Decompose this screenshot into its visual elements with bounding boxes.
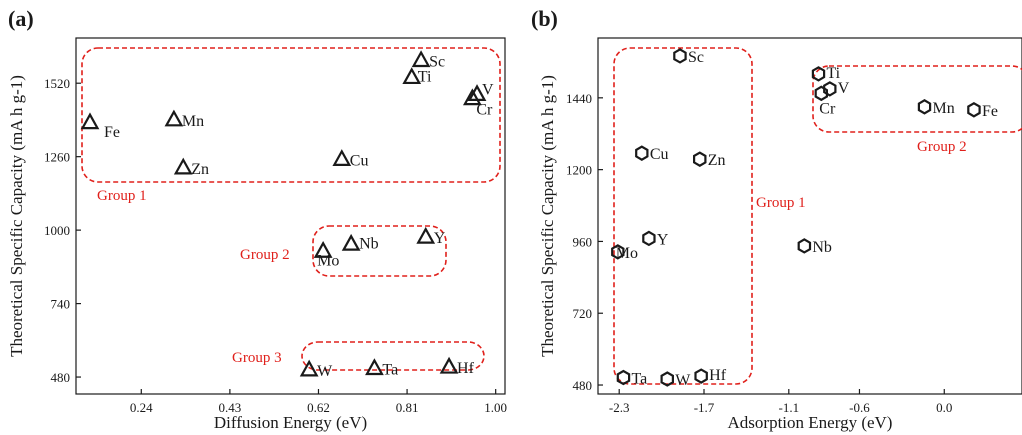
x-tick-label: 0.0	[936, 400, 952, 415]
y-tick-label: 1520	[44, 76, 70, 91]
data-label-ta: Ta	[631, 371, 647, 388]
data-point-mn	[164, 109, 184, 127]
data-point-fe	[80, 112, 100, 130]
data-label-mo: Mo	[317, 252, 339, 269]
group-label-1: Group 1	[97, 188, 147, 204]
chart-panel-a: (a) 0.24 0.43 0.62 0.81 1.00 480 740 1000 1260 152…	[7, 6, 507, 432]
data-point-ti	[402, 67, 422, 85]
group-box-1	[613, 47, 753, 385]
group-label-3: Group 3	[232, 350, 282, 366]
data-point-hf	[439, 356, 459, 374]
data-point-y	[642, 230, 656, 247]
data-point-hf	[694, 368, 708, 384]
data-point-mo	[313, 240, 333, 258]
y-tick-label: 1200	[566, 163, 592, 178]
y-tick-label: 480	[51, 370, 71, 385]
data-point-nb	[797, 238, 812, 254]
data-point-ta	[616, 369, 631, 386]
group-box-1	[81, 47, 501, 183]
plot-frame	[597, 37, 1022, 395]
group-box-2	[312, 225, 447, 277]
x-tick-label: 0.24	[130, 400, 153, 415]
data-label-sc: Sc	[429, 54, 445, 71]
data-label-fe: Fe	[982, 103, 998, 120]
data-point-sc	[673, 48, 687, 64]
data-point-ti	[811, 66, 826, 82]
data-label-w: W	[317, 363, 333, 380]
data-point-cu	[635, 145, 649, 161]
data-label-cu: Cu	[650, 146, 669, 163]
data-label-ta: Ta	[382, 362, 398, 379]
x-tick-label: 0.43	[219, 400, 242, 415]
y-tick-label: 480	[573, 378, 593, 393]
data-point-w	[299, 359, 319, 377]
y-tick-label: 720	[573, 306, 593, 321]
panel-letter: (b)	[531, 6, 558, 31]
data-label-nb: Nb	[812, 239, 832, 256]
y-tick-label: 960	[573, 234, 593, 249]
data-label-cu: Cu	[350, 152, 369, 169]
x-tick-label: 0.62	[307, 400, 330, 415]
x-tick-label: -1.1	[779, 400, 800, 415]
group-label-2: Group 2	[240, 247, 290, 263]
y-tick-label: 1260	[44, 150, 70, 165]
y-tick-label: 740	[51, 297, 71, 312]
data-label-ti: Ti	[418, 69, 432, 86]
data-label-w: W	[675, 372, 691, 389]
chart-panel-b: (b) -2.3 -1.7 -1.1 -0.6 0.0 480 720 960 1200 1440 A…	[531, 6, 1022, 432]
data-label-nb: Nb	[359, 235, 379, 252]
data-point-mn	[917, 99, 932, 115]
x-axis-label: Diffusion Energy (eV)	[214, 413, 367, 432]
y-tick-label: 1440	[566, 91, 592, 106]
data-label-hf: Hf	[709, 367, 727, 384]
data-label-mn: Mn	[932, 100, 954, 117]
x-tick-label: 0.81	[396, 400, 419, 415]
data-label-hf: Hf	[457, 360, 475, 377]
data-point-v	[823, 81, 837, 97]
plot-frame	[75, 37, 506, 395]
data-point-y	[416, 226, 436, 244]
x-axis-label: Adsorption Energy (eV)	[728, 413, 893, 432]
data-label-mn: Mn	[182, 113, 204, 130]
data-label-v: V	[838, 80, 850, 97]
y-tick-label: 1000	[44, 223, 70, 238]
data-label-zn: Zn	[708, 152, 726, 169]
data-point-cu	[332, 149, 352, 166]
group-label-1: Group 1	[756, 195, 806, 211]
data-point-sc	[411, 50, 431, 68]
data-point-zn	[173, 157, 193, 175]
data-label-cr: Cr	[819, 100, 836, 117]
x-tick-label: -1.7	[694, 400, 715, 415]
data-label-fe: Fe	[104, 124, 120, 141]
data-point-mo	[611, 244, 625, 260]
x-tick-label: -0.6	[849, 400, 870, 415]
x-tick-label: -2.3	[609, 400, 630, 415]
data-point-nb	[341, 233, 361, 251]
data-label-ti: Ti	[826, 65, 840, 82]
data-label-y: Y	[657, 231, 669, 248]
data-label-cr: Cr	[476, 102, 493, 119]
data-label-y: Y	[434, 230, 446, 247]
data-point-zn	[692, 151, 707, 167]
data-point-w	[660, 371, 675, 387]
panel-letter: (a)	[8, 6, 34, 31]
y-axis-label: Theoretical Specific Capacity (mA h g-1)	[7, 75, 26, 357]
data-point-cr	[462, 88, 482, 106]
data-label-v: V	[482, 82, 494, 99]
data-label-sc: Sc	[688, 49, 704, 66]
x-tick-label: 1.00	[484, 400, 507, 415]
data-point-ta	[365, 358, 384, 376]
y-axis-label: Theoretical Specific Capacity (mA h g-1)	[538, 75, 557, 357]
data-point-fe	[967, 102, 981, 118]
data-point-cr	[814, 85, 829, 102]
data-label-mo: Mo	[616, 245, 638, 262]
data-label-zn: Zn	[191, 161, 209, 178]
group-box-2	[812, 65, 1022, 133]
group-box-3	[301, 341, 485, 371]
group-label-2: Group 2	[917, 139, 967, 155]
